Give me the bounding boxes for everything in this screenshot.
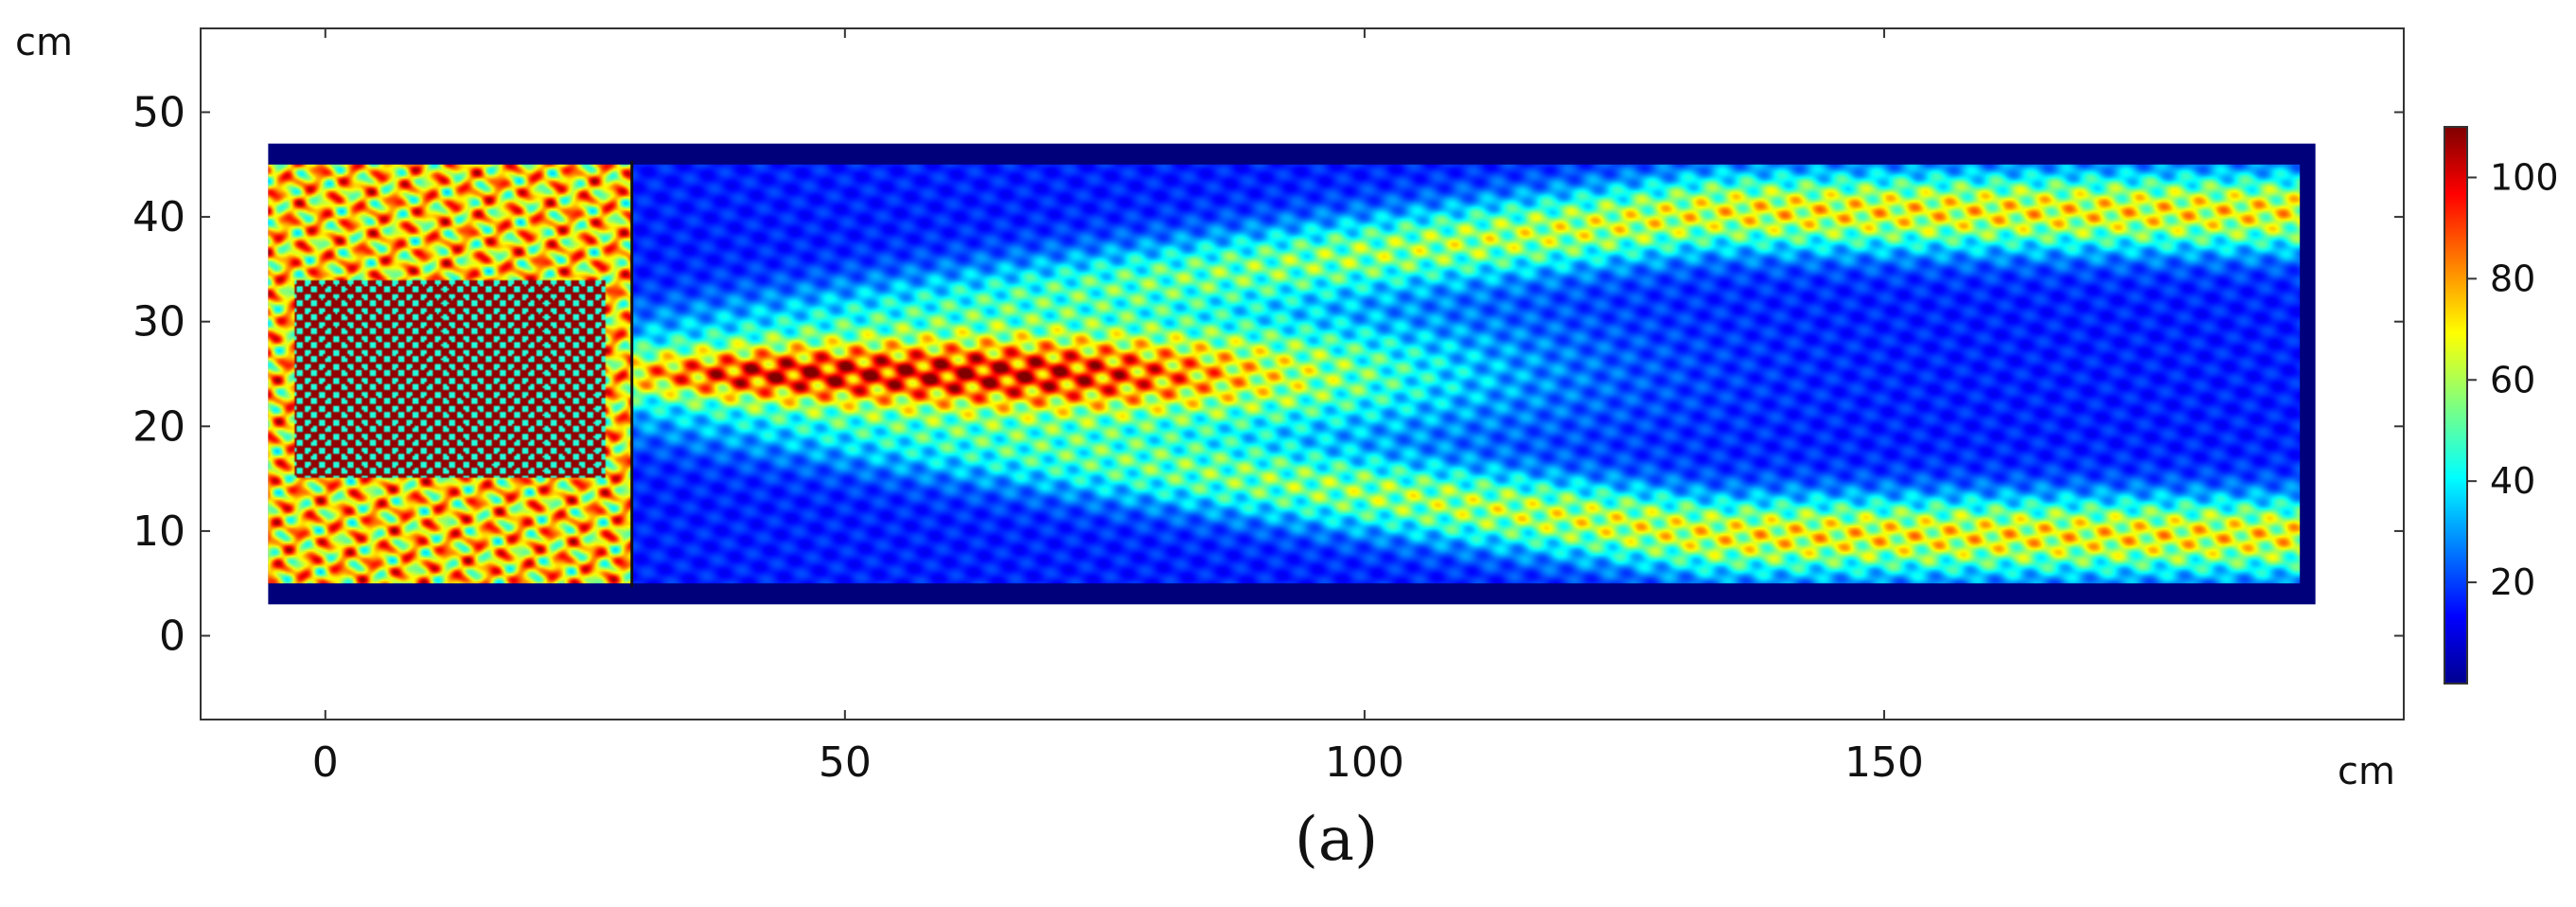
x-axis: 0 50 100 150: [312, 28, 1924, 787]
panel-label: (a): [1295, 805, 1378, 875]
x-axis-unit: cm: [2338, 750, 2395, 793]
colorbar-tick-label: 100: [2490, 156, 2559, 198]
x-tick-label: 100: [1325, 738, 1404, 787]
colorbar-tick-label: 80: [2490, 258, 2535, 299]
x-tick-label: 150: [1844, 738, 1924, 787]
y-tick-label: 10: [132, 507, 185, 556]
simulation-domain: [268, 143, 2316, 605]
y-tick-label: 40: [132, 193, 185, 241]
y-tick-label: 50: [132, 88, 185, 136]
y-tick-label: 30: [132, 298, 185, 347]
y-tick-label: 20: [132, 402, 185, 451]
colorbar: 20 40 60 80 100: [2444, 126, 2559, 685]
colorbar-gradient: [2444, 126, 2468, 685]
y-axis-unit: cm: [15, 21, 73, 64]
colorbar-tick-label: 60: [2490, 359, 2535, 400]
colorbar-tick-label: 40: [2490, 460, 2535, 502]
y-tick-label: 0: [159, 613, 185, 661]
colorbar-ticks: 20 40 60 80 100: [2467, 156, 2559, 603]
colorbar-tick-label: 20: [2490, 561, 2535, 603]
x-tick-label: 0: [312, 738, 339, 787]
x-tick-label: 50: [819, 738, 872, 787]
plot-frame: [200, 27, 2405, 720]
y-axis: 0 10 20 30 40 50: [132, 88, 2404, 661]
field-heatmap: [268, 164, 2301, 584]
